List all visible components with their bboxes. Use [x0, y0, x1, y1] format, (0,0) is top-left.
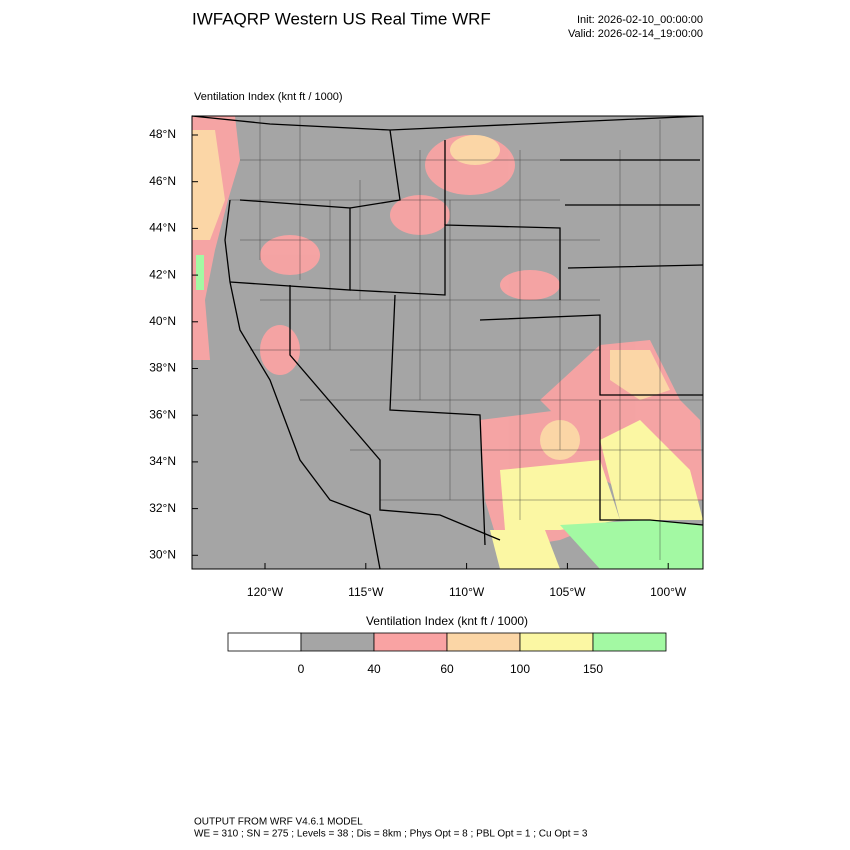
lat-label: 30°N [149, 547, 176, 561]
lat-label: 46°N [149, 174, 176, 188]
colorbar: 0 40 60 100 150 [227, 632, 667, 676]
colorbar-box [519, 632, 594, 652]
colorbar-tick-label: 40 [367, 662, 381, 676]
lon-label: 120°W [247, 585, 284, 599]
colorbar-tick-label: 60 [440, 662, 454, 676]
footer-line: WE = 310 ; SN = 275 ; Levels = 38 ; Dis … [194, 829, 588, 840]
lat-label: 40°N [149, 314, 176, 328]
map-label: Ventilation Index (knt ft / 1000) [194, 91, 343, 103]
lat-label: 34°N [149, 454, 176, 468]
footer-line: OUTPUT FROM WRF V4.6.1 MODEL [194, 817, 363, 828]
colorbar-tick-label: 150 [583, 662, 603, 676]
map [191, 115, 704, 570]
colorbar-box [227, 632, 302, 652]
colorbar-tick-label: 100 [510, 662, 530, 676]
lat-label: 36°N [149, 407, 176, 421]
lat-label: 48°N [149, 127, 176, 141]
init-time: Init: 2026-02-10_00:00:00 [577, 14, 703, 26]
lon-label: 110°W [449, 585, 485, 599]
colorbar-box [446, 632, 521, 652]
valid-time: Valid: 2026-02-14_19:00:00 [568, 28, 703, 40]
lat-label: 42°N [149, 267, 176, 281]
colorbar-box [373, 632, 448, 652]
lat-label: 44°N [149, 221, 176, 235]
lat-label: 32°N [149, 501, 176, 515]
lat-label: 38°N [149, 361, 176, 375]
colorbar-box [592, 632, 667, 652]
colorbar-box [300, 632, 375, 652]
lon-label: 105°W [549, 585, 586, 599]
colorbar-tick-label: 0 [298, 662, 305, 676]
lon-label: 100°W [650, 585, 687, 599]
lon-label: 115°W [348, 585, 384, 599]
colorbar-title: Ventilation Index (knt ft / 1000) [366, 614, 528, 628]
title: IWFAQRP Western US Real Time WRF [192, 9, 491, 28]
